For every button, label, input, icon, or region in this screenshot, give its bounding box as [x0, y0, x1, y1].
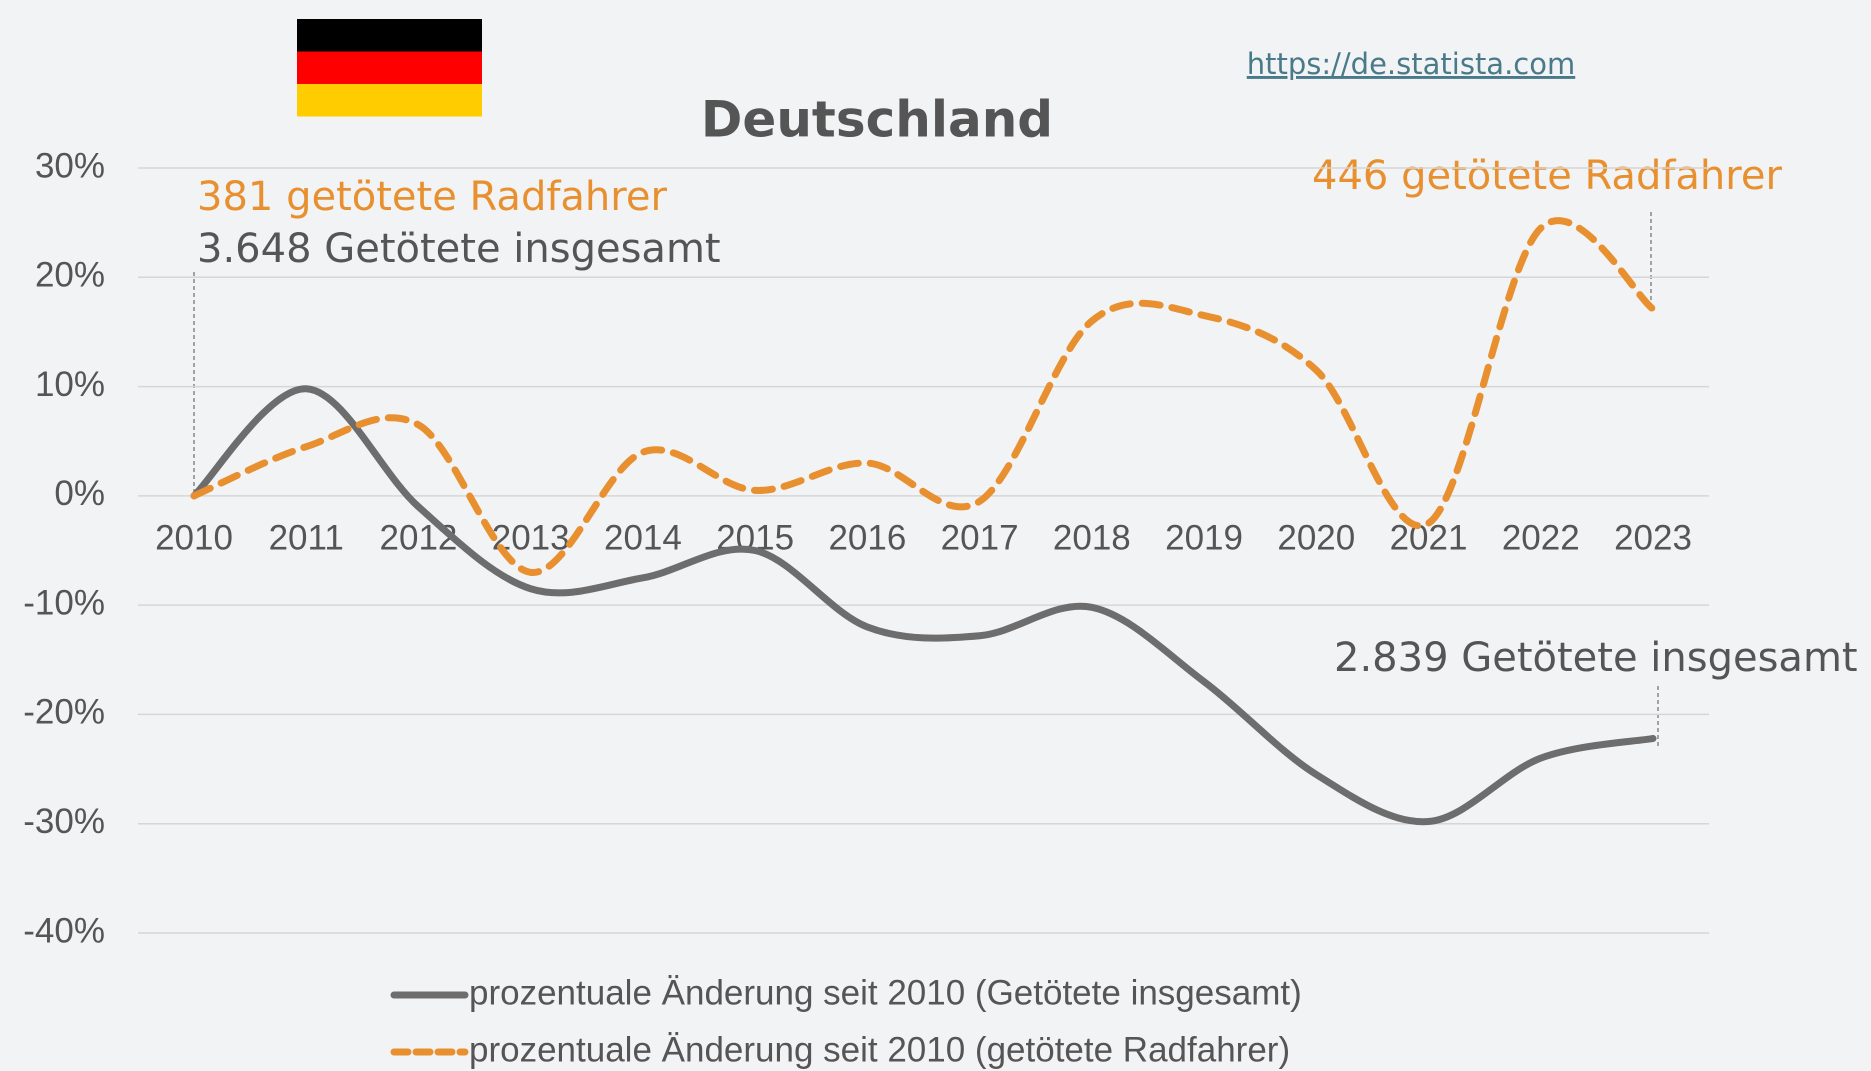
y-tick-label: 0% [54, 474, 105, 513]
flag [297, 19, 482, 117]
x-tick-label: 2020 [1277, 518, 1355, 557]
annotation: 446 getötete Radfahrer [1312, 153, 1782, 199]
annotation: 3.648 Getötete insgesamt [197, 226, 721, 272]
data-line [190, 385, 1657, 826]
x-tick-label: 2023 [1614, 518, 1692, 557]
annotation: 381 getötete Radfahrer [197, 174, 667, 220]
annotation: 2.839 Getötete insgesamt [1334, 635, 1858, 681]
legend-label: prozentuale Änderung seit 2010 (getötete… [469, 1030, 1290, 1069]
data-line [190, 217, 1657, 576]
x-tick-label: 2016 [828, 518, 906, 557]
x-tick-label: 2010 [155, 518, 233, 557]
x-tick-label: 2014 [604, 518, 682, 557]
y-tick-label: -30% [23, 802, 105, 841]
y-tick-label: 30% [35, 146, 105, 185]
x-tick-label: 2019 [1165, 518, 1243, 557]
y-tick-label: -10% [23, 583, 105, 622]
x-tick-label: 2018 [1053, 518, 1131, 557]
chart-title: Deutschland [701, 91, 1053, 149]
x-tick-label: 2012 [380, 518, 458, 557]
y-tick-label: -40% [23, 911, 105, 950]
y-tick-label: 10% [35, 365, 105, 404]
source-link[interactable]: https://de.statista.com [1247, 47, 1576, 81]
x-tick-label: 2017 [941, 518, 1019, 557]
x-tick-label: 2011 [269, 518, 344, 557]
legend-label: prozentuale Änderung seit 2010 (Getötete… [469, 973, 1302, 1012]
x-tick-label: 2022 [1502, 518, 1580, 557]
y-tick-label: -20% [23, 693, 105, 732]
y-tick-label: 20% [35, 256, 105, 295]
